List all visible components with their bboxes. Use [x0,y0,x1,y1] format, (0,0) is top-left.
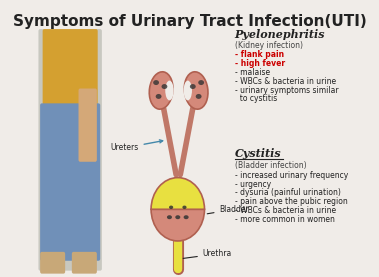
Ellipse shape [182,206,186,209]
Text: Urethra: Urethra [183,249,232,258]
Text: - pain above the pubic region: - pain above the pubic region [235,198,347,206]
Ellipse shape [184,81,192,100]
Text: - urinary symptoms similar: - urinary symptoms similar [235,86,338,94]
Text: Symptoms of Urinary Tract Infection(UTI): Symptoms of Urinary Tract Infection(UTI) [13,14,366,29]
Ellipse shape [190,84,196,89]
FancyBboxPatch shape [40,103,100,261]
Text: - WBCs & bacteria in urine: - WBCs & bacteria in urine [235,206,336,215]
FancyBboxPatch shape [72,252,97,274]
Text: (Kidney infection): (Kidney infection) [235,41,302,50]
Ellipse shape [196,94,202,99]
Ellipse shape [156,94,161,99]
Text: Cystitis: Cystitis [235,148,281,159]
FancyBboxPatch shape [40,252,65,274]
Ellipse shape [161,84,168,89]
Ellipse shape [169,206,173,209]
Ellipse shape [153,80,159,85]
Ellipse shape [184,215,189,219]
Text: - flank pain: - flank pain [235,50,283,59]
Text: - high fever: - high fever [235,59,285,68]
Ellipse shape [184,72,208,109]
Wedge shape [151,209,205,241]
FancyBboxPatch shape [42,29,98,122]
Text: - malaise: - malaise [235,68,269,77]
Text: - increased urinary frequency: - increased urinary frequency [235,171,348,180]
Wedge shape [151,178,205,209]
Text: Bladder: Bladder [207,205,249,214]
FancyBboxPatch shape [78,89,97,162]
Ellipse shape [198,80,204,85]
Text: (Bladder infection): (Bladder infection) [235,161,306,170]
Ellipse shape [165,81,174,100]
Text: - urgency: - urgency [235,179,271,189]
Text: - more common in women: - more common in women [235,215,334,224]
Text: Ureters: Ureters [110,140,163,152]
Text: - dysuria (painful urination): - dysuria (painful urination) [235,188,340,198]
Text: - WBCs & bacteria in urine: - WBCs & bacteria in urine [235,77,336,86]
Ellipse shape [175,215,180,219]
FancyBboxPatch shape [38,29,102,271]
Text: Pyelonephritis: Pyelonephritis [235,29,325,40]
Text: to cystitis: to cystitis [235,94,277,103]
Ellipse shape [149,72,173,109]
Ellipse shape [167,215,172,219]
